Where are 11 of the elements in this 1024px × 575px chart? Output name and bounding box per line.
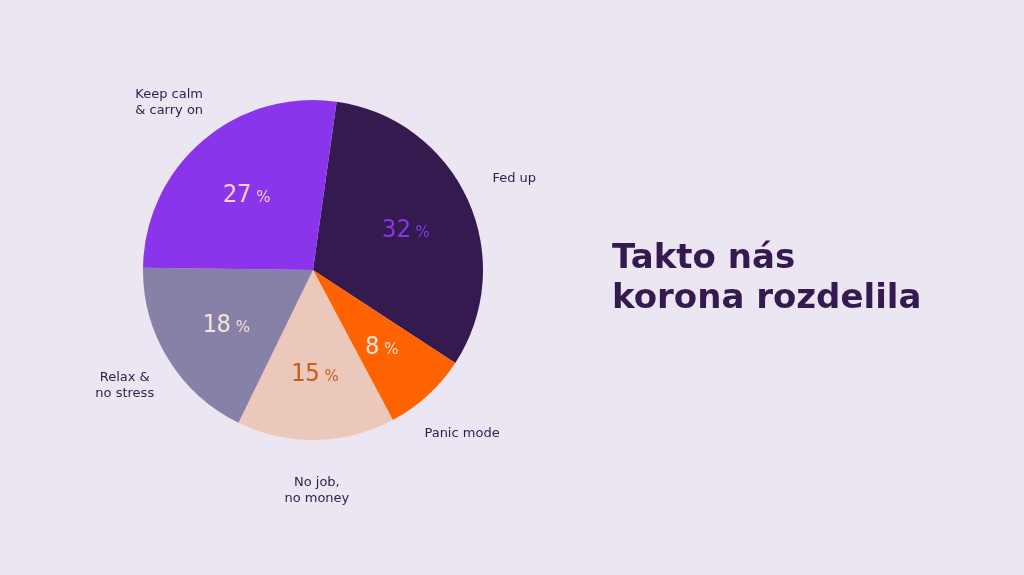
data-label: 27 %	[222, 179, 271, 208]
slice-label: Keep calm & carry on	[135, 85, 204, 117]
slice-label: Relax & no stress	[95, 369, 155, 401]
data-label: 32 %	[381, 214, 430, 243]
data-label: 8 %	[365, 332, 399, 361]
data-label: 18 %	[202, 310, 251, 339]
slice-label: Fed up	[492, 170, 537, 186]
slice-label: No job, no money	[284, 474, 350, 506]
data-label: 15 %	[290, 358, 339, 387]
text: Takto nás korona rozdelila	[612, 236, 923, 316]
slice-label: Panic mode	[424, 424, 500, 440]
